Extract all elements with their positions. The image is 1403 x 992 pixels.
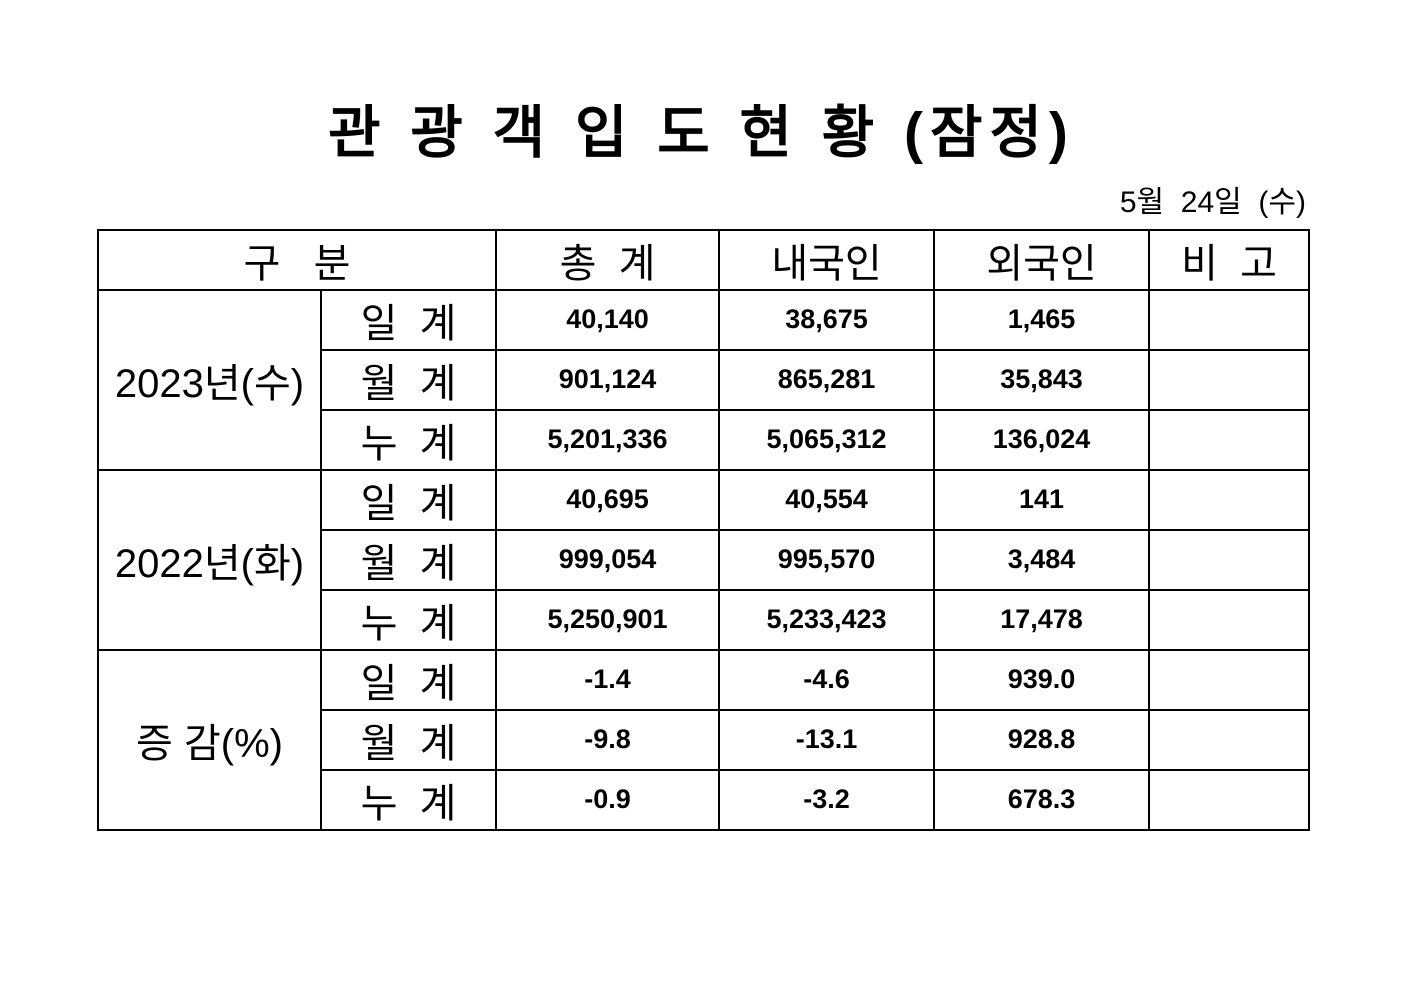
sub-label-cumulative: 누 계 bbox=[319, 588, 498, 651]
cell-2023-cumulative-total: 5,201,336 bbox=[495, 408, 721, 471]
table-row: 증 감(%) 일 계 -1.4 -4.6 939.0 bbox=[97, 648, 1311, 831]
cell-change-daily-total: -1.4 bbox=[495, 648, 721, 711]
cell-change-daily-remarks bbox=[1148, 648, 1311, 711]
table-row: 월 계 901,124 865,281 35,843 bbox=[98, 348, 1311, 411]
cell-change-monthly-domestic: -13.1 bbox=[718, 708, 936, 771]
cell-2023-monthly-total: 901,124 bbox=[495, 348, 721, 411]
sub-label-cumulative: 누 계 bbox=[319, 768, 498, 831]
sub-label-cumulative: 누 계 bbox=[319, 408, 498, 471]
cell-2022-daily-total: 40,695 bbox=[495, 468, 721, 531]
header-remarks: 비 고 bbox=[1148, 228, 1311, 291]
sub-label-monthly: 월 계 bbox=[319, 528, 498, 591]
cell-change-monthly-total: -9.8 bbox=[495, 708, 721, 771]
cell-change-monthly-remarks bbox=[1148, 708, 1311, 771]
document-content: 5월 24일 (수) 구 분 총 계 내국인 외국인 비 고 2023년(수) bbox=[96, 177, 1311, 831]
table-row: 월 계 -9.8 -13.1 928.8 bbox=[98, 708, 1311, 771]
cell-2022-monthly-total: 999,054 bbox=[495, 528, 721, 591]
sub-label-daily: 일 계 bbox=[319, 468, 498, 531]
header-row: 구 분 총 계 내국인 외국인 비 고 bbox=[96, 228, 1311, 291]
cell-2022-daily-foreign: 141 bbox=[933, 468, 1151, 531]
header-foreign: 외국인 bbox=[933, 228, 1151, 291]
cell-2023-daily-domestic: 38,675 bbox=[718, 288, 936, 351]
cell-change-cumulative-foreign: 678.3 bbox=[933, 768, 1151, 831]
cell-2022-daily-remarks bbox=[1148, 468, 1311, 531]
cell-change-daily-domestic: -4.6 bbox=[718, 648, 936, 711]
table-row: 2023년(수) 일 계 40,140 38,675 1,465 bbox=[97, 288, 1311, 471]
cell-2022-cumulative-foreign: 17,478 bbox=[933, 588, 1151, 651]
group-label-2022: 2022년(화) bbox=[97, 468, 322, 651]
cell-2023-daily-remarks bbox=[1148, 288, 1311, 351]
cell-change-cumulative-remarks bbox=[1148, 768, 1311, 831]
group-label-change: 증 감(%) bbox=[97, 648, 322, 831]
table-row: 2022년(화) 일 계 40,695 40,554 141 bbox=[97, 468, 1311, 651]
cell-2022-cumulative-total: 5,250,901 bbox=[495, 588, 721, 651]
table-row: 누 계 5,201,336 5,065,312 136,024 bbox=[98, 408, 1311, 471]
cell-2023-cumulative-remarks bbox=[1148, 408, 1311, 471]
sub-label-daily: 일 계 bbox=[319, 288, 498, 351]
cell-change-monthly-foreign: 928.8 bbox=[933, 708, 1151, 771]
cell-change-cumulative-domestic: -3.2 bbox=[718, 768, 936, 831]
header-total: 총 계 bbox=[495, 228, 721, 291]
cell-2023-monthly-foreign: 35,843 bbox=[933, 348, 1151, 411]
report-date: 5월 24일 (수) bbox=[1119, 185, 1306, 219]
sub-label-daily: 일 계 bbox=[319, 648, 498, 711]
table-row: 누 계 -0.9 -3.2 678.3 bbox=[98, 768, 1311, 831]
cell-2022-cumulative-domestic: 5,233,423 bbox=[718, 588, 936, 651]
cell-2023-monthly-remarks bbox=[1148, 348, 1311, 411]
page-title: 관 광 객 입 도 현 황 (잠정) bbox=[328, 101, 1075, 165]
cell-2023-daily-foreign: 1,465 bbox=[933, 288, 1151, 351]
header-domestic: 내국인 bbox=[718, 228, 936, 291]
cell-2022-monthly-foreign: 3,484 bbox=[933, 528, 1151, 591]
tourist-arrivals-table: 구 분 총 계 내국인 외국인 비 고 2023년(수) 일 계 40,140 … bbox=[96, 228, 1311, 831]
group-label-2023: 2023년(수) bbox=[97, 288, 322, 471]
sub-label-monthly: 월 계 bbox=[319, 348, 498, 411]
header-category: 구 분 bbox=[96, 228, 498, 291]
cell-2023-cumulative-domestic: 5,065,312 bbox=[718, 408, 936, 471]
cell-2023-monthly-domestic: 865,281 bbox=[718, 348, 936, 411]
cell-2022-monthly-remarks bbox=[1148, 528, 1311, 591]
cell-2023-daily-total: 40,140 bbox=[495, 288, 721, 351]
cell-2023-cumulative-foreign: 136,024 bbox=[933, 408, 1151, 471]
cell-change-daily-foreign: 939.0 bbox=[933, 648, 1151, 711]
cell-2022-daily-domestic: 40,554 bbox=[718, 468, 936, 531]
cell-change-cumulative-total: -0.9 bbox=[495, 768, 721, 831]
cell-2022-cumulative-remarks bbox=[1148, 588, 1311, 651]
table-row: 누 계 5,250,901 5,233,423 17,478 bbox=[98, 588, 1311, 651]
cell-2022-monthly-domestic: 995,570 bbox=[718, 528, 936, 591]
sub-label-monthly: 월 계 bbox=[319, 708, 498, 771]
table-row: 월 계 999,054 995,570 3,484 bbox=[98, 528, 1311, 591]
